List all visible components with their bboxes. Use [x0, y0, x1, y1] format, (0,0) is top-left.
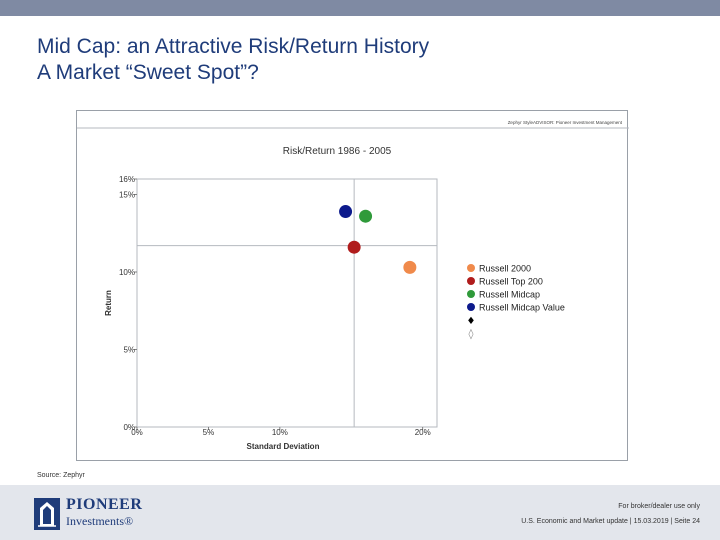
y-tick-label: 0%	[123, 423, 135, 432]
legend-extra-marker: ◊	[469, 328, 474, 340]
x-tick-label: 5%	[203, 428, 215, 437]
title-line-1: Mid Cap: an Attractive Risk/Return Histo…	[37, 35, 430, 58]
x-axis-label: Standard Deviation	[247, 442, 320, 451]
point-russell-2000	[403, 260, 417, 274]
plot-area: 0% 5% 10% 20% 0% 5% 10% 15% 16% Standard Deviatio…	[104, 175, 438, 451]
y-tick-label: 5%	[123, 346, 135, 355]
footer-band	[0, 485, 720, 540]
point-russell-top-200	[347, 240, 361, 254]
legend-marker	[467, 277, 475, 285]
logo-subtitle: Investments®	[66, 514, 134, 528]
risk-return-chart: Zephyr StyleADVISOR: Pioneer Investment …	[77, 120, 629, 451]
chart-legend: Russell 2000 Russell Top 200 Russell Midca…	[467, 264, 565, 341]
source-note: Source: Zephyr	[37, 472, 85, 479]
point-russell-midcap-value	[339, 205, 353, 219]
legend-label: Russell Midcap Value	[479, 303, 565, 313]
legend-marker	[467, 290, 475, 298]
legend-label: Russell 2000	[479, 264, 531, 274]
point-russell-midcap	[359, 209, 373, 223]
page-title: Mid Cap: an Attractive Risk/Return Histo…	[37, 34, 429, 86]
x-tick-label: 20%	[415, 428, 431, 437]
chart-credit: Zephyr StyleADVISOR: Pioneer Investment …	[508, 120, 623, 125]
y-tick-label: 10%	[119, 268, 135, 277]
x-tick-label: 0%	[131, 428, 143, 437]
pioneer-logo-icon	[34, 498, 60, 530]
x-tick-label: 10%	[272, 428, 288, 437]
legend-marker	[467, 303, 475, 311]
y-axis-label: Return	[104, 290, 113, 316]
footer-disclaimer: For broker/dealer use only	[618, 503, 700, 510]
legend-marker	[467, 264, 475, 272]
legend-extra-marker: ♦	[467, 316, 476, 327]
y-tick-label: 15%	[119, 191, 135, 200]
y-tick-label: 16%	[119, 175, 135, 184]
footer-meta: U.S. Economic and Market update | 15.03.…	[521, 518, 700, 525]
chart-title: Risk/Return 1986 - 2005	[283, 146, 392, 157]
chart-frame: Zephyr StyleADVISOR: Pioneer Investment …	[76, 110, 629, 461]
top-band	[0, 0, 720, 16]
legend-label: Russell Top 200	[479, 277, 543, 287]
plot-frame	[136, 178, 438, 428]
legend-label: Russell Midcap	[479, 290, 540, 300]
title-line-2: A Market “Sweet Spot”?	[37, 61, 259, 84]
logo-name: PIONEER	[66, 496, 143, 513]
